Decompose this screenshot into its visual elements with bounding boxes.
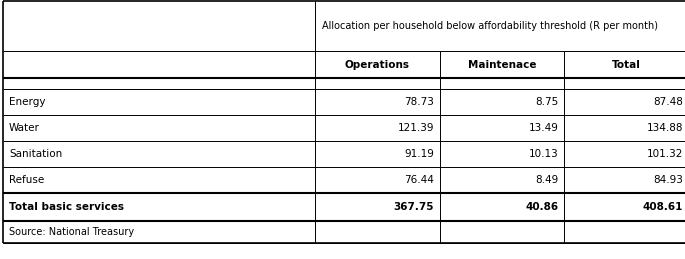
Text: Sanitation: Sanitation — [9, 149, 62, 159]
Text: 367.75: 367.75 — [394, 202, 434, 212]
Text: Allocation per household below affordability threshold (R per month): Allocation per household below affordabi… — [322, 21, 658, 31]
Text: 10.13: 10.13 — [530, 149, 559, 159]
Text: 87.48: 87.48 — [653, 97, 683, 107]
Text: 76.44: 76.44 — [404, 175, 434, 185]
Text: Total: Total — [612, 60, 641, 69]
Text: Energy: Energy — [9, 97, 45, 107]
Text: Maintenace: Maintenace — [468, 60, 536, 69]
Text: 121.39: 121.39 — [398, 123, 434, 133]
Text: 101.32: 101.32 — [647, 149, 683, 159]
Text: Operations: Operations — [345, 60, 410, 69]
Text: 13.49: 13.49 — [529, 123, 559, 133]
Text: 8.75: 8.75 — [536, 97, 559, 107]
Text: Source: National Treasury: Source: National Treasury — [9, 227, 134, 237]
Text: 84.93: 84.93 — [653, 175, 683, 185]
Text: 78.73: 78.73 — [404, 97, 434, 107]
Text: 8.49: 8.49 — [536, 175, 559, 185]
Text: Water: Water — [9, 123, 40, 133]
Text: 408.61: 408.61 — [643, 202, 683, 212]
Text: 91.19: 91.19 — [404, 149, 434, 159]
Text: Total basic services: Total basic services — [9, 202, 124, 212]
Text: 40.86: 40.86 — [526, 202, 559, 212]
Text: Refuse: Refuse — [9, 175, 44, 185]
Text: 134.88: 134.88 — [647, 123, 683, 133]
